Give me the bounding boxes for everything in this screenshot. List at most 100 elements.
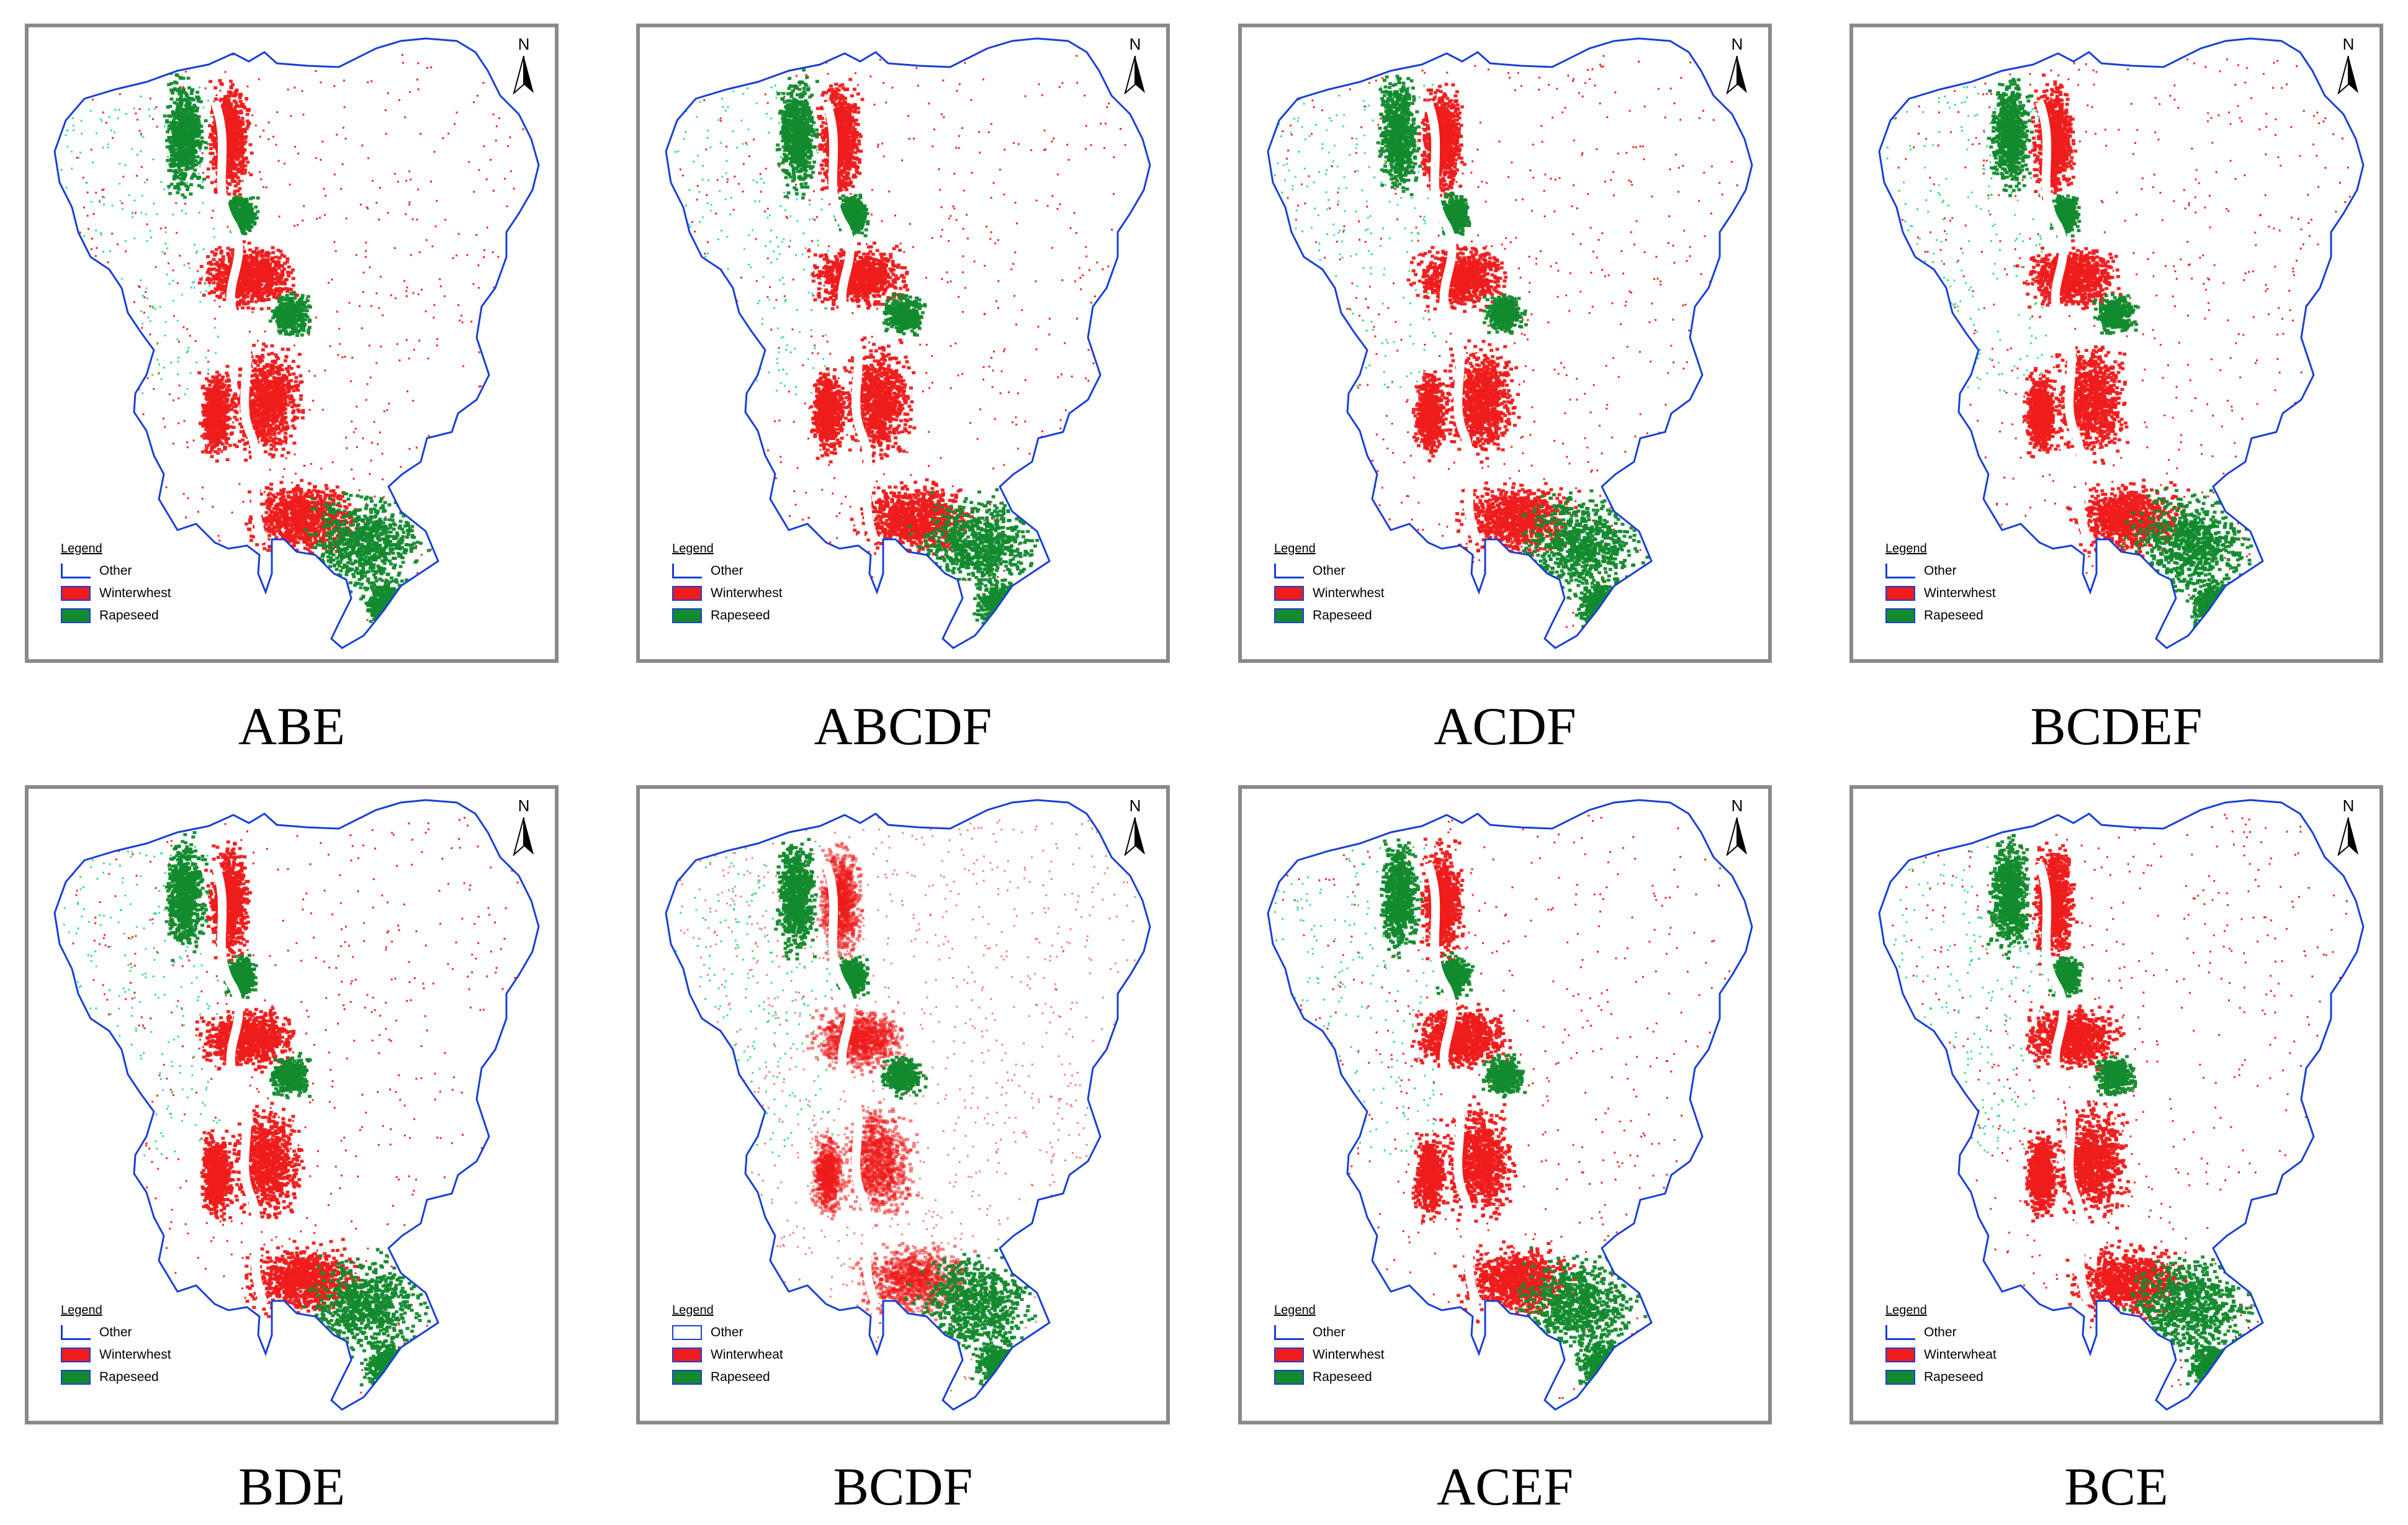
north-label: N [2334,35,2363,53]
legend-item: Rapeseed [1274,605,1473,627]
panel-caption: BCDEF [1849,695,2383,757]
map-legend: Legend Other Winterwhest Rapeseed [61,541,259,627]
legend-title: Legend [61,541,259,556]
map-panel-bce: N Legend Other Winterwheat Rapeseed [1849,785,2383,1424]
rapeseed-swatch-icon [1274,1370,1304,1385]
legend-item: Other [61,1321,259,1344]
map-panel-abcdf: N Legend Other Winterwhest Rapeseed [636,24,1170,663]
rapeseed-swatch-icon [1885,608,1915,623]
boundary-box-icon [672,1325,702,1340]
rapeseed-swatch-icon [61,608,91,623]
legend-label: Rapeseed [711,1370,770,1385]
legend-label: Rapeseed [1313,608,1372,623]
north-arrow: N [1120,796,1150,858]
legend-item: Rapeseed [672,605,871,627]
panel-caption: BCE [1849,1455,2383,1518]
winterwheat-swatch-icon [1274,1347,1304,1362]
winterwheat-swatch-icon [61,586,91,601]
legend-label: Other [711,1325,744,1340]
legend-item: Rapeseed [1885,605,2084,627]
north-arrow-icon [2337,56,2360,94]
rapeseed-swatch-icon [672,1370,702,1385]
panel-caption: BCDF [636,1455,1170,1518]
legend-label: Other [1313,564,1346,578]
legend-label: Rapeseed [1313,1370,1372,1385]
north-arrow-icon [513,56,535,94]
panel-caption: BDE [25,1455,559,1518]
legend-label: Winterwheat [1924,1347,1997,1362]
north-arrow: N [509,796,539,858]
legend-label: Winterwhest [711,586,783,601]
legend-title: Legend [61,1303,259,1318]
legend-item: Rapeseed [1885,1366,2084,1388]
boundary-line-icon [1274,564,1304,578]
map-legend: Legend Other Winterwhest Rapeseed [1274,541,1473,627]
legend-item: Winterwhest [1274,582,1473,605]
legend-label: Rapeseed [711,608,770,623]
legend-label: Other [1313,1325,1346,1340]
legend-label: Other [711,564,744,578]
map-legend: Legend Other Winterwhest Rapeseed [1885,541,2084,627]
boundary-line-icon [1885,564,1915,578]
legend-item: Other [672,1321,871,1344]
legend-item: Winterwhest [61,582,259,605]
legend-label: Other [99,564,132,578]
legend-item: Other [1274,1321,1473,1344]
north-arrow-icon [1124,56,1146,94]
legend-item: Winterwhest [672,582,871,605]
rapeseed-swatch-icon [61,1370,91,1385]
legend-label: Other [99,1325,132,1340]
boundary-line-icon [1885,1325,1915,1340]
panel-caption: ACEF [1238,1455,1772,1518]
north-arrow-icon [1726,56,1748,94]
legend-item: Other [672,560,871,582]
legend-item: Other [1885,1321,2084,1344]
legend-item: Rapeseed [1274,1366,1473,1388]
boundary-line-icon [61,1325,91,1340]
legend-item: Winterwheat [672,1344,871,1366]
map-panel-acef: N Legend Other Winterwhest Rapeseed [1238,785,1772,1424]
legend-title: Legend [1885,1303,2084,1318]
legend-title: Legend [672,1303,871,1318]
winterwheat-swatch-icon [1885,586,1915,601]
north-arrow-icon [2337,817,2360,856]
rapeseed-swatch-icon [1274,608,1304,623]
map-legend: Legend Other Winterwhest Rapeseed [1274,1303,1473,1388]
winterwheat-swatch-icon [1885,1347,1915,1362]
legend-label: Rapeseed [99,1370,159,1385]
rapeseed-swatch-icon [672,608,702,623]
winterwheat-swatch-icon [1274,586,1304,601]
panel-caption: ABE [25,695,559,757]
legend-label: Winterwhest [99,586,171,601]
map-panel-bcdef: N Legend Other Winterwhest Rapeseed [1849,24,2383,663]
map-panel-bcdf: N Legend Other Winterwheat Rapeseed [636,785,1170,1424]
legend-label: Rapeseed [1924,608,1983,623]
legend-item: Rapeseed [61,1366,259,1388]
rapeseed-swatch-icon [1885,1370,1915,1385]
legend-label: Winterwheat [711,1347,783,1362]
map-panel-acdf: N Legend Other Winterwhest Rapeseed [1238,24,1772,663]
legend-item: Other [1274,560,1473,582]
north-label: N [1722,796,1752,815]
legend-item: Winterwhest [1885,582,2084,605]
legend-label: Other [1924,564,1957,578]
legend-title: Legend [672,541,871,556]
legend-label: Other [1924,1325,1957,1340]
legend-item: Winterwhest [1274,1344,1473,1366]
legend-item: Rapeseed [672,1366,871,1388]
legend-item: Other [1885,560,2084,582]
map-legend: Legend Other Winterwhest Rapeseed [61,1303,259,1388]
north-label: N [2334,796,2363,815]
north-label: N [509,796,539,815]
boundary-line-icon [61,564,91,578]
map-panel-bde: N Legend Other Winterwhest Rapeseed [25,785,559,1424]
winterwheat-swatch-icon [672,586,702,601]
legend-item: Rapeseed [61,605,259,627]
north-label: N [1120,796,1150,815]
map-panel-abe: N Legend Other Winterwhest Rapeseed [25,24,559,663]
north-label: N [509,35,539,53]
winterwheat-swatch-icon [61,1347,91,1362]
north-arrow-icon [513,817,535,856]
legend-label: Rapeseed [99,608,159,623]
legend-label: Winterwhest [99,1347,171,1362]
